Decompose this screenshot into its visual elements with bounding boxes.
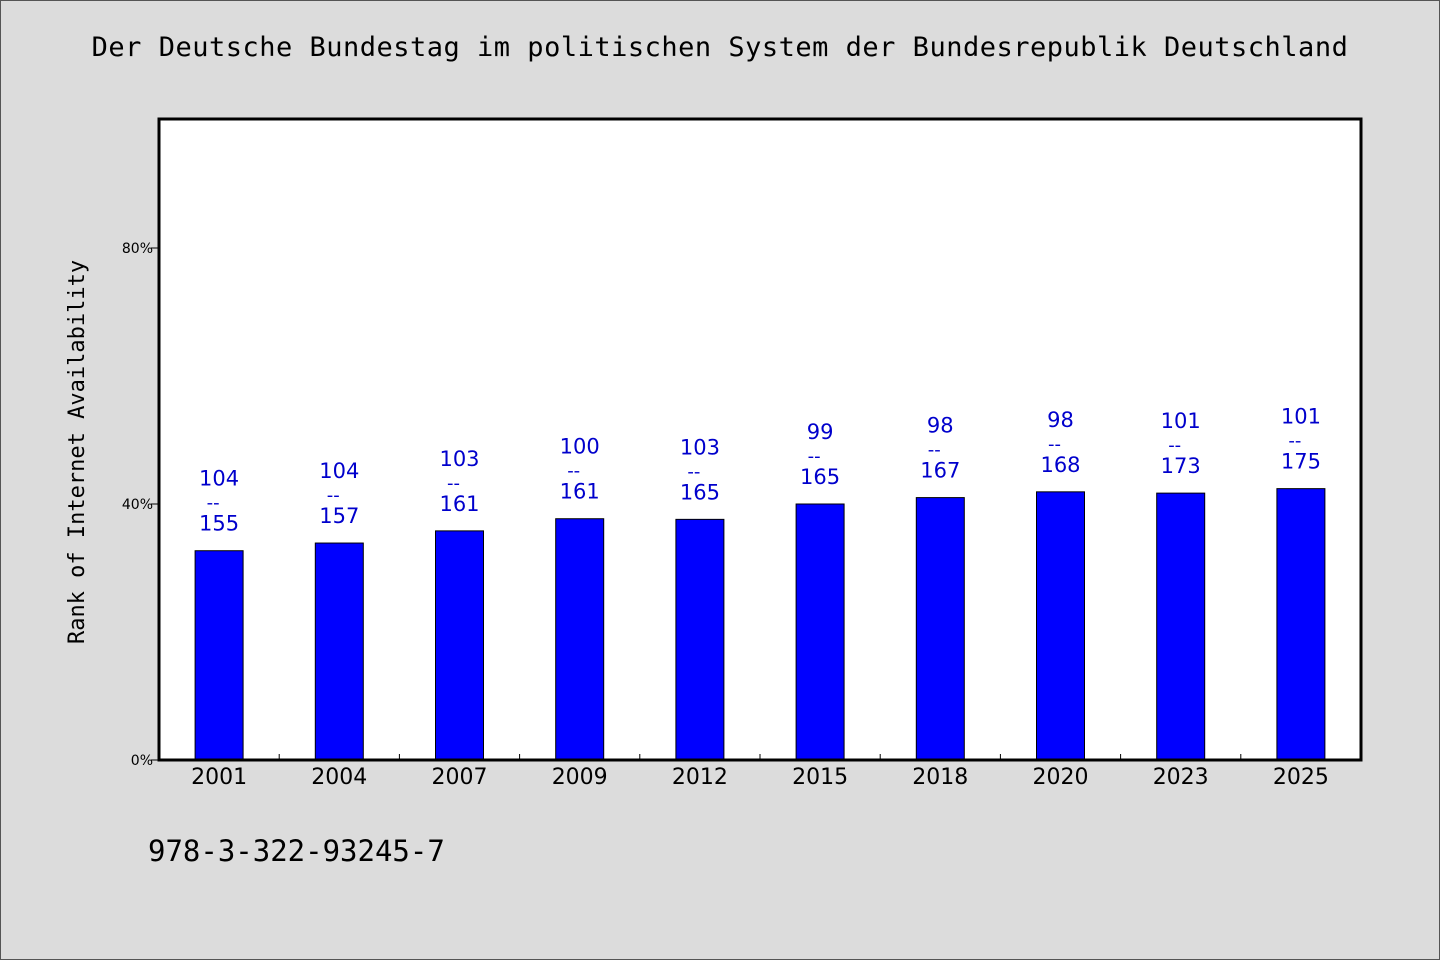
data-label-top-2025: 101 — [1281, 405, 1321, 429]
bar-2001 — [194, 550, 244, 761]
data-label-bottom-2025: 175 — [1281, 450, 1321, 474]
bar-group — [194, 488, 1326, 761]
data-label-top-2020: 98 — [1047, 408, 1074, 432]
data-label-separator-2020: -- — [1048, 434, 1061, 455]
bar-2015 — [795, 503, 845, 761]
data-label-bottom-2007: 161 — [439, 492, 479, 516]
y-tick-label-80: 80% — [122, 241, 153, 257]
data-label-bottom-2018: 167 — [920, 459, 960, 483]
y-axis-label: Rank of Internet Availability — [65, 260, 90, 644]
data-label-separator-2001: -- — [207, 493, 220, 514]
data-label-separator-2009: -- — [567, 461, 580, 482]
chart-title: Der Deutsche Bundestag im politischen Sy… — [91, 32, 1349, 63]
data-label-bottom-2009: 161 — [560, 480, 600, 504]
data-label-top-2023: 101 — [1161, 409, 1201, 433]
x-tick-label-2023: 2023 — [1153, 765, 1209, 790]
data-label-top-2018: 98 — [927, 414, 954, 438]
x-tick-label-2009: 2009 — [552, 765, 608, 790]
bar-2012 — [675, 518, 725, 761]
data-label-top-2004: 104 — [319, 459, 359, 483]
bar-2004 — [314, 542, 364, 761]
x-tick-label-2004: 2004 — [311, 765, 367, 790]
bar-2025 — [1276, 488, 1326, 761]
bar-2023 — [1156, 492, 1206, 761]
data-label-bottom-2015: 165 — [800, 465, 840, 489]
x-tick-label-2025: 2025 — [1273, 765, 1329, 790]
x-tick-label-2012: 2012 — [672, 765, 728, 790]
bar-2020 — [1036, 491, 1085, 761]
data-label-top-2001: 104 — [199, 467, 239, 491]
data-label-top-2012: 103 — [680, 435, 720, 459]
bar-2009 — [555, 518, 605, 761]
data-label-separator-2015: -- — [808, 446, 821, 467]
x-tick-label-2007: 2007 — [432, 765, 488, 790]
data-label-bottom-2004: 157 — [319, 504, 359, 528]
data-label-separator-2025: -- — [1288, 431, 1301, 452]
data-label-top-2007: 103 — [439, 447, 479, 471]
x-axis: 2001 2004 2007 2009 2012 2015 2018 2020 2023 2025 — [191, 754, 1329, 790]
x-tick-label-2015: 2015 — [792, 765, 848, 790]
data-label-bottom-2001: 155 — [199, 512, 239, 536]
data-label-bottom-2023: 173 — [1161, 454, 1201, 478]
bar-2007 — [435, 530, 484, 761]
x-tick-label-2020: 2020 — [1033, 765, 1089, 790]
data-label-separator-2007: -- — [447, 473, 460, 494]
data-label-group: 104--155104--157103--161100--161103--165… — [199, 405, 1321, 536]
data-label-separator-2012: -- — [687, 461, 700, 482]
x-tick-label-2018: 2018 — [912, 765, 968, 790]
data-label-top-2009: 100 — [560, 435, 600, 459]
data-label-top-2015: 99 — [807, 420, 834, 444]
y-tick-label-40: 40% — [122, 497, 153, 513]
data-label-bottom-2012: 165 — [680, 480, 720, 504]
bar-2018 — [915, 497, 965, 761]
isbn-label: 978-3-322-93245-7 — [148, 834, 445, 868]
y-tick-label-0: 0% — [131, 753, 153, 769]
data-label-separator-2023: -- — [1168, 435, 1181, 456]
data-label-separator-2004: -- — [327, 485, 340, 506]
data-label-bottom-2020: 168 — [1040, 453, 1080, 477]
data-label-separator-2018: -- — [928, 440, 941, 461]
x-tick-label-2001: 2001 — [191, 765, 247, 790]
